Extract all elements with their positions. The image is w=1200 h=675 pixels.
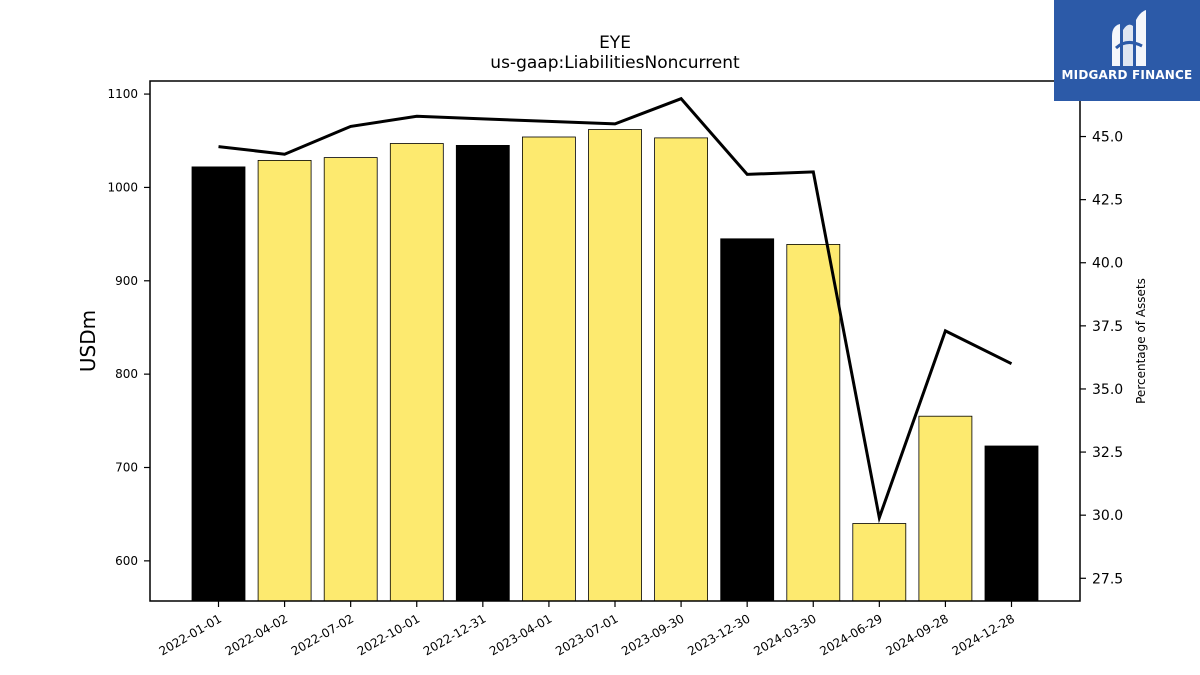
x-tick-label: 2023-09-30 — [619, 611, 686, 658]
x-tick-label: 2022-12-31 — [421, 611, 488, 658]
y-axis-label: USDm — [76, 310, 100, 372]
y-tick-label: 700 — [115, 460, 138, 474]
bar — [389, 143, 444, 602]
line-series — [218, 96, 1013, 524]
bar — [984, 445, 1039, 602]
x-tick-label: 2023-12-30 — [685, 611, 752, 658]
midgard-logo-icon — [1112, 10, 1146, 67]
brand-logo: MIDGARD FINANCE — [1054, 0, 1200, 101]
left-axis: 600 700 800 900 1000 1100 — [107, 87, 150, 568]
bar — [918, 415, 973, 602]
x-tick-label: 2024-09-28 — [884, 611, 951, 658]
x-tick-label: 2023-07-01 — [553, 611, 620, 658]
bar — [852, 523, 907, 602]
y-right-tick-label: 45.0 — [1092, 130, 1123, 146]
y-right-tick-label: 40.0 — [1092, 256, 1123, 272]
y-right-tick-label: 27.5 — [1092, 571, 1123, 587]
y-right-tick-label: 30.0 — [1092, 508, 1123, 524]
right-axis: 27.5 30.0 32.5 35.0 37.5 40.0 42.5 45.0 — [1080, 130, 1123, 587]
x-axis: 2022-01-012022-04-022022-07-022022-10-01… — [157, 601, 1017, 658]
x-tick-label: 2023-04-01 — [487, 611, 554, 658]
y-tick-label: 900 — [115, 274, 138, 288]
x-tick-label: 2022-01-01 — [157, 611, 224, 658]
bar — [191, 166, 246, 602]
chart-subtitle: us-gaap:LiabilitiesNoncurrent — [490, 53, 740, 73]
bar — [455, 144, 510, 602]
bar — [257, 159, 312, 602]
chart-title: EYE — [599, 33, 631, 53]
x-tick-label: 2024-03-30 — [751, 611, 818, 658]
bar-series — [191, 129, 1039, 602]
brand-name: MIDGARD FINANCE — [1061, 68, 1193, 82]
y-right-tick-label: 42.5 — [1092, 193, 1123, 209]
y-right-tick-label: 32.5 — [1092, 445, 1123, 461]
bar — [720, 238, 775, 602]
y-axis-label-right: Percentage of Assets — [1134, 278, 1148, 404]
series-line — [218, 96, 1013, 524]
x-tick-label: 2022-04-02 — [223, 611, 290, 658]
bar — [323, 157, 378, 602]
bar — [588, 129, 642, 602]
x-tick-label: 2022-10-01 — [355, 611, 422, 658]
bar — [522, 136, 576, 602]
y-tick-label: 600 — [115, 554, 138, 568]
y-right-tick-label: 35.0 — [1092, 382, 1123, 398]
y-tick-label: 800 — [115, 367, 138, 381]
bar — [654, 137, 708, 602]
x-tick-label: 2022-07-02 — [289, 611, 356, 658]
y-tick-label: 1100 — [107, 87, 138, 101]
bar — [786, 243, 841, 602]
y-right-tick-label: 37.5 — [1092, 319, 1123, 335]
y-tick-label: 1000 — [107, 180, 138, 194]
x-tick-label: 2024-06-29 — [817, 611, 884, 658]
x-tick-label: 2024-12-28 — [950, 611, 1017, 658]
